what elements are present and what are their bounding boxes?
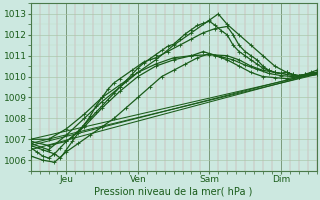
X-axis label: Pression niveau de la mer( hPa ): Pression niveau de la mer( hPa ) bbox=[94, 187, 253, 197]
